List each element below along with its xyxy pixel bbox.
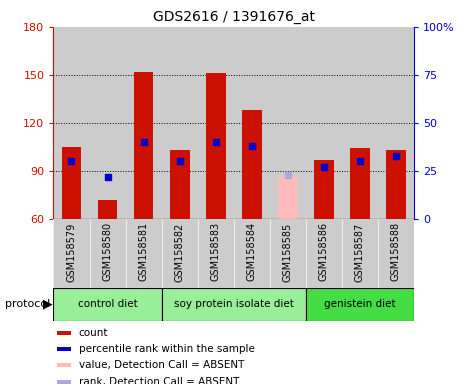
Text: count: count (79, 328, 108, 338)
Bar (306, 27, 342, 219)
Bar (314, 160, 334, 219)
Bar (133, 72, 153, 219)
Bar (242, 110, 262, 219)
Text: GSM158580: GSM158580 (102, 222, 113, 281)
Bar (198, 27, 233, 219)
Bar (270, 27, 306, 219)
Bar (57, 363, 72, 367)
Bar (57, 347, 72, 351)
Bar (89, 219, 126, 288)
Text: GSM158582: GSM158582 (174, 222, 185, 281)
Bar (126, 27, 161, 219)
Bar (278, 177, 298, 219)
Text: GSM158581: GSM158581 (139, 222, 149, 281)
Bar (53, 288, 162, 321)
Bar (126, 219, 162, 288)
Bar (342, 219, 378, 288)
Text: soy protein isolate diet: soy protein isolate diet (174, 299, 293, 310)
Bar (57, 380, 72, 384)
Bar (378, 219, 414, 288)
Bar (89, 27, 126, 219)
Title: GDS2616 / 1391676_at: GDS2616 / 1391676_at (153, 10, 315, 25)
Text: protocol: protocol (5, 299, 50, 310)
Bar (306, 288, 414, 321)
Bar (233, 27, 270, 219)
Bar (161, 27, 198, 219)
Bar (206, 73, 226, 219)
Text: rank, Detection Call = ABSENT: rank, Detection Call = ABSENT (79, 377, 239, 384)
Bar (198, 219, 233, 288)
Bar (350, 149, 370, 219)
Text: GSM158587: GSM158587 (355, 222, 365, 281)
Bar (53, 27, 89, 219)
Text: percentile rank within the sample: percentile rank within the sample (79, 344, 254, 354)
Text: GSM158579: GSM158579 (66, 222, 77, 281)
Bar (53, 219, 89, 288)
Bar (270, 219, 306, 288)
Bar (57, 331, 72, 334)
Bar (98, 200, 118, 219)
Bar (378, 27, 414, 219)
Bar (386, 150, 406, 219)
Text: GSM158583: GSM158583 (211, 222, 221, 281)
Text: control diet: control diet (78, 299, 137, 310)
Text: GSM158586: GSM158586 (319, 222, 329, 281)
Bar (306, 219, 342, 288)
Bar (170, 150, 190, 219)
Text: GSM158585: GSM158585 (283, 222, 293, 281)
Bar (162, 219, 198, 288)
Text: GSM158588: GSM158588 (391, 222, 401, 281)
Bar (162, 288, 306, 321)
Bar (61, 147, 81, 219)
Text: ▶: ▶ (43, 298, 53, 311)
Bar (342, 27, 378, 219)
Text: value, Detection Call = ABSENT: value, Detection Call = ABSENT (79, 360, 244, 370)
Text: GSM158584: GSM158584 (246, 222, 257, 281)
Text: genistein diet: genistein diet (324, 299, 396, 310)
Bar (234, 219, 270, 288)
